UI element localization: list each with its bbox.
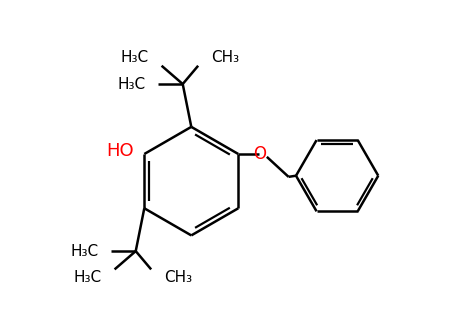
Text: H₃C: H₃C	[120, 50, 148, 65]
Text: CH₃: CH₃	[211, 50, 239, 65]
Text: CH₃: CH₃	[164, 271, 192, 285]
Text: HO: HO	[106, 142, 134, 160]
Text: H₃C: H₃C	[73, 271, 101, 285]
Text: H₃C: H₃C	[71, 244, 99, 258]
Text: H₃C: H₃C	[118, 76, 146, 92]
Text: O: O	[254, 145, 266, 163]
